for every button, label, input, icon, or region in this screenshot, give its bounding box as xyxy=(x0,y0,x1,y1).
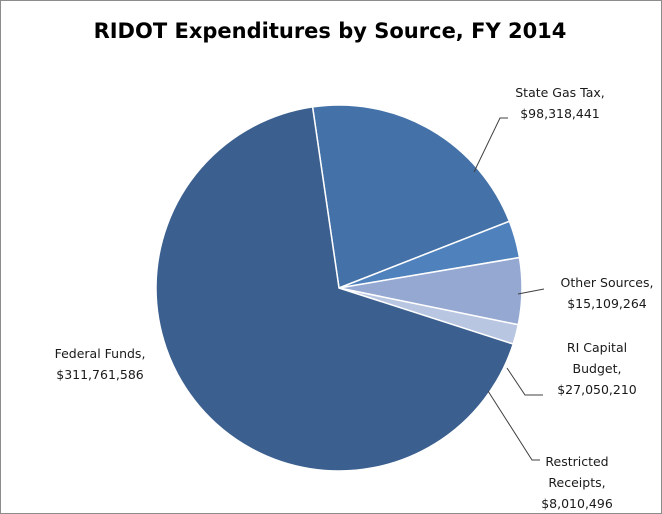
leader-line-state-gas-tax xyxy=(473,117,508,173)
data-label-ri-capital-budget: RI Capital Budget, $27,050,210 xyxy=(557,340,637,397)
data-label-state-gas-tax: State Gas Tax, $98,318,441 xyxy=(515,85,605,121)
pie-slice-state-gas-tax xyxy=(311,104,511,290)
pie-slices xyxy=(155,104,523,472)
leader-line-other-sources xyxy=(517,288,545,295)
data-label-restricted-receipts: Restricted Receipts, $8,010,496 xyxy=(541,454,613,511)
data-label-federal-funds: Federal Funds, $311,761,586 xyxy=(55,346,146,382)
leader-lines xyxy=(473,117,545,461)
data-labels: State Gas Tax, $98,318,441 Other Sources, $… xyxy=(55,85,654,511)
chart-title: RIDOT Expenditures by Source, FY 2014 xyxy=(93,19,567,43)
pie-slice-federal-funds xyxy=(155,106,515,472)
leader-line-ri-capital-budget xyxy=(506,367,543,396)
data-label-other-sources: Other Sources, $15,109,264 xyxy=(561,275,654,311)
leader-line-restricted-receipts xyxy=(487,390,540,461)
